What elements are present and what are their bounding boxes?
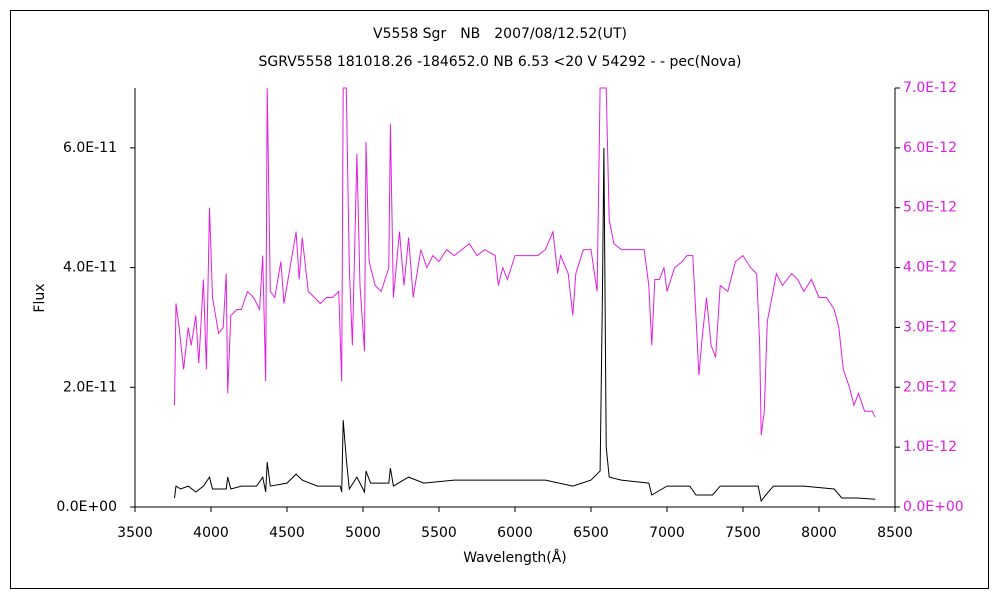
x-tick-label: 7500 bbox=[725, 525, 761, 541]
y2-tick-label: 4.0E-12 bbox=[903, 260, 957, 276]
chart-subtitle: SGRV5558 181018.26 -184652.0 NB 6.53 <20… bbox=[259, 54, 742, 70]
frame bbox=[10, 10, 989, 589]
y2-tick-label: 2.0E-12 bbox=[903, 379, 957, 395]
y2-tick-label: 5.0E-12 bbox=[903, 200, 957, 216]
y-axis-label: Flux bbox=[32, 283, 48, 312]
y-tick-label: 2.0E-11 bbox=[63, 379, 117, 395]
y2-tick-label: 3.0E-12 bbox=[903, 319, 957, 335]
spectrum-line bbox=[174, 147, 876, 503]
x-tick-label: 4500 bbox=[269, 525, 305, 541]
x-tick-label: 8500 bbox=[877, 525, 913, 541]
chart-title: V5558 Sgr NB 2007/08/12.52(UT) bbox=[373, 26, 627, 42]
x-tick-label: 7000 bbox=[649, 525, 685, 541]
x-tick-label: 3500 bbox=[117, 525, 153, 541]
y2-tick-label: 0.0E+00 bbox=[903, 499, 964, 515]
x-tick-label: 5500 bbox=[421, 525, 457, 541]
x-tick-label: 4000 bbox=[193, 525, 229, 541]
spectrum-line bbox=[174, 87, 876, 436]
x-axis-label: Wavelength(Å) bbox=[463, 549, 567, 566]
y2-tick-label: 6.0E-12 bbox=[903, 140, 957, 156]
x-tick-label: 8000 bbox=[801, 525, 837, 541]
y-tick-label: 0.0E+00 bbox=[56, 499, 117, 515]
x-tick-label: 6500 bbox=[573, 525, 609, 541]
y2-tick-label: 1.0E-12 bbox=[903, 439, 957, 455]
x-tick-label: 6000 bbox=[497, 525, 533, 541]
y-tick-label: 6.0E-11 bbox=[63, 140, 117, 156]
y2-tick-label: 7.0E-12 bbox=[903, 80, 957, 96]
y-tick-label: 4.0E-11 bbox=[63, 260, 117, 276]
x-tick-label: 5000 bbox=[345, 525, 381, 541]
